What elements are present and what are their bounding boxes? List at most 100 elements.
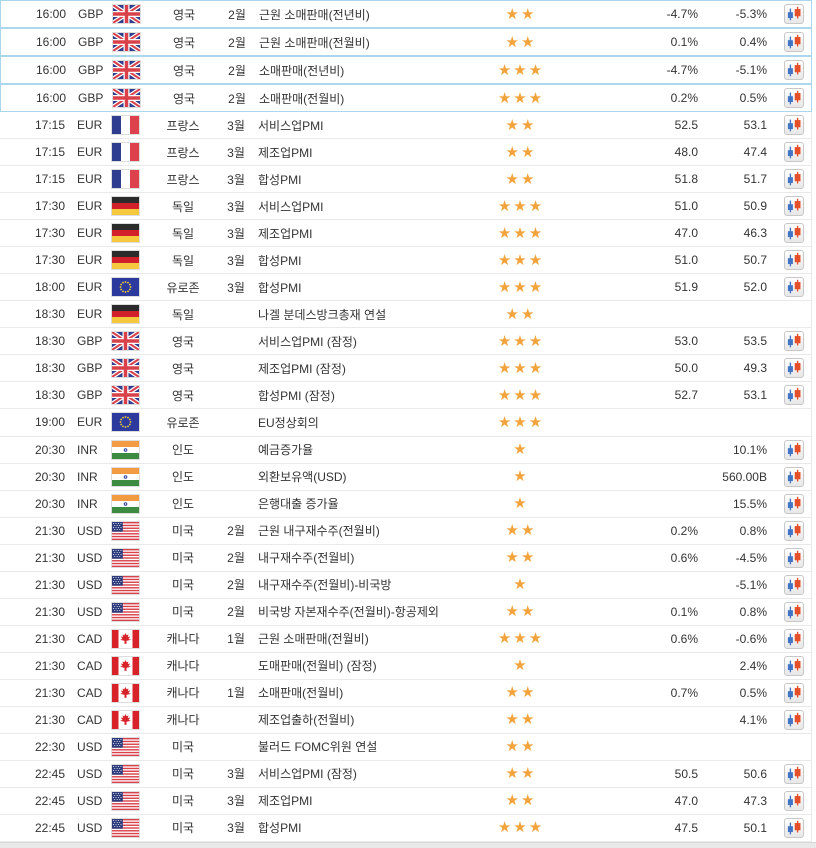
event-row[interactable]: 16:00 GBP 영국 2월 소매판매(전년비) ★★★ -4.7% -5.1… — [0, 56, 812, 85]
candlestick-chart-icon[interactable] — [784, 32, 804, 53]
event-row[interactable]: 16:00 GBP 영국 2월 근원 소매판매(전월비) ★★ 0.1% 0.4… — [0, 28, 812, 57]
event-row[interactable]: 19:00 EUR 유로존 EU정상회의 ★★★ — [0, 409, 812, 437]
event-row[interactable]: 17:30 EUR 독일 3월 제조업PMI ★★★ 47.0 46.3 — [0, 220, 812, 248]
reference-month: 2월 — [228, 91, 246, 106]
event-name[interactable]: 불러드 FOMC위원 연설 — [258, 740, 378, 755]
event-name[interactable]: 합성PMI — [258, 280, 302, 295]
event-name[interactable]: 은행대출 증가율 — [258, 497, 339, 512]
event-row[interactable]: 22:45 USD 미국 3월 제조업PMI ★★ 47.0 47.3 — [0, 787, 812, 815]
importance-stars-icon: ★★★ — [497, 630, 545, 648]
event-name[interactable]: 내구재수주(전월비)-비국방 — [258, 578, 392, 593]
candlestick-chart-icon[interactable] — [784, 60, 804, 81]
event-row[interactable]: 16:00 GBP 영국 2월 근원 소매판매(전년비) ★★ -4.7% -5… — [0, 0, 812, 29]
event-name[interactable]: 합성PMI — [258, 172, 302, 187]
candlestick-chart-icon[interactable] — [784, 763, 804, 784]
event-name[interactable]: 합성PMI — [258, 821, 302, 836]
event-row[interactable]: 18:00 EUR 유로존 3월 합성PMI ★★★ 51.9 52.0 — [0, 274, 812, 302]
event-name[interactable]: 근원 내구재수주(전월비) — [258, 524, 380, 539]
event-row[interactable]: 17:15 EUR 프랑스 3월 합성PMI ★★ 51.8 51.7 — [0, 166, 812, 194]
event-row[interactable]: 20:30 INR 인도 외환보유액(USD) ★ 560.00B — [0, 463, 812, 491]
event-name[interactable]: 근원 소매판매(전월비) — [259, 35, 370, 50]
event-name[interactable]: 예금증가율 — [258, 443, 314, 458]
candlestick-chart-icon[interactable] — [784, 790, 804, 811]
importance-stars-icon: ★ — [513, 576, 529, 594]
event-row[interactable]: 18:30 GBP 영국 서비스업PMI (잠정) ★★★ 53.0 53.5 — [0, 328, 812, 356]
event-row[interactable]: 18:30 GBP 영국 제조업PMI (잠정) ★★★ 50.0 49.3 — [0, 355, 812, 383]
event-row[interactable]: 18:30 GBP 영국 합성PMI (잠정) ★★★ 52.7 53.1 — [0, 382, 812, 410]
event-row[interactable]: 21:30 CAD 캐나다 1월 근원 소매판매(전월비) ★★★ 0.6% -… — [0, 625, 812, 653]
event-row[interactable]: 22:45 USD 미국 3월 합성PMI ★★★ 47.5 50.1 — [0, 814, 812, 842]
candlestick-chart-icon[interactable] — [784, 682, 804, 703]
event-name[interactable]: 서비스업PMI (잠정) — [258, 767, 357, 782]
event-row[interactable]: 21:30 USD 미국 2월 비국방 자본재수주(전월비)-항공제외 ★★ 0… — [0, 598, 812, 626]
event-name[interactable]: 제조업출하(전월비) — [258, 713, 355, 728]
candlestick-chart-icon[interactable] — [784, 169, 804, 190]
candlestick-chart-icon[interactable] — [784, 493, 804, 514]
candlestick-chart-icon[interactable] — [784, 250, 804, 271]
event-name[interactable]: 서비스업PMI (잠정) — [258, 334, 357, 349]
candlestick-chart-icon[interactable] — [784, 574, 804, 595]
event-name[interactable]: 도매판매(전월비) (잠정) — [258, 659, 377, 674]
candlestick-chart-icon[interactable] — [784, 817, 804, 838]
candlestick-chart-icon[interactable] — [784, 601, 804, 622]
candlestick-chart-icon[interactable] — [784, 196, 804, 217]
event-name[interactable]: 제조업PMI — [258, 794, 313, 809]
candlestick-chart-icon[interactable] — [784, 88, 804, 109]
event-name[interactable]: 내구재수주(전월비) — [258, 551, 355, 566]
forecast-value: -5.3% — [735, 7, 767, 22]
event-name[interactable]: 합성PMI — [258, 253, 302, 268]
candlestick-chart-icon[interactable] — [784, 628, 804, 649]
forecast-value: 47.4 — [743, 145, 767, 160]
candlestick-chart-icon[interactable] — [784, 4, 804, 25]
event-row[interactable]: 17:15 EUR 프랑스 3월 제조업PMI ★★ 48.0 47.4 — [0, 139, 812, 167]
candlestick-chart-icon[interactable] — [784, 223, 804, 244]
event-row[interactable]: 20:30 INR 인도 은행대출 증가율 ★ 15.5% — [0, 490, 812, 518]
in-flag-icon — [112, 467, 139, 486]
event-row[interactable]: 17:30 EUR 독일 3월 서비스업PMI ★★★ 51.0 50.9 — [0, 193, 812, 221]
event-name[interactable]: 근원 소매판매(전년비) — [259, 7, 370, 22]
candlestick-chart-icon[interactable] — [784, 466, 804, 487]
event-row[interactable]: 17:15 EUR 프랑스 3월 서비스업PMI ★★ 52.5 53.1 — [0, 112, 812, 140]
candlestick-chart-icon[interactable] — [784, 439, 804, 460]
horizontal-scrollbar[interactable] — [0, 842, 816, 848]
event-row[interactable]: 22:30 USD 미국 불러드 FOMC위원 연설 ★★ — [0, 733, 812, 761]
event-row[interactable]: 21:30 CAD 캐나다 1월 소매판매(전월비) ★★ 0.7% 0.5% — [0, 679, 812, 707]
event-time: 22:30 — [34, 739, 65, 754]
event-name[interactable]: 나겔 분데스방크총재 연설 — [258, 307, 387, 322]
event-row[interactable]: 21:30 CAD 캐나다 도매판매(전월비) (잠정) ★ 2.4% — [0, 652, 812, 680]
event-name[interactable]: 제조업PMI (잠정) — [258, 361, 346, 376]
event-name[interactable]: 소매판매(전월비) — [259, 91, 345, 106]
event-name[interactable]: 소매판매(전년비) — [259, 63, 345, 78]
candlestick-chart-icon[interactable] — [784, 385, 804, 406]
event-row[interactable]: 18:30 EUR 독일 나겔 분데스방크총재 연설 ★★ — [0, 301, 812, 329]
event-name[interactable]: 비국방 자본재수주(전월비)-항공제외 — [258, 605, 439, 620]
event-row[interactable]: 21:30 USD 미국 2월 근원 내구재수주(전월비) ★★ 0.2% 0.… — [0, 517, 812, 545]
event-row[interactable]: 21:30 CAD 캐나다 제조업출하(전월비) ★★ 4.1% — [0, 706, 812, 734]
event-name[interactable]: 합성PMI (잠정) — [258, 388, 335, 403]
event-name[interactable]: 서비스업PMI — [258, 199, 324, 214]
event-row[interactable]: 16:00 GBP 영국 2월 소매판매(전월비) ★★★ 0.2% 0.5% — [0, 84, 812, 113]
candlestick-chart-icon[interactable] — [784, 115, 804, 136]
candlestick-chart-icon[interactable] — [784, 655, 804, 676]
candlestick-chart-icon[interactable] — [784, 520, 804, 541]
event-row[interactable]: 21:30 USD 미국 2월 내구재수주(전월비) ★★ 0.6% -4.5% — [0, 544, 812, 572]
event-row[interactable]: 17:30 EUR 독일 3월 합성PMI ★★★ 51.0 50.7 — [0, 247, 812, 275]
candlestick-chart-icon[interactable] — [784, 331, 804, 352]
de-flag-icon — [112, 251, 139, 270]
candlestick-chart-icon[interactable] — [784, 142, 804, 163]
candlestick-chart-icon[interactable] — [784, 709, 804, 730]
event-name[interactable]: EU정상회의 — [258, 415, 319, 430]
candlestick-chart-icon[interactable] — [784, 547, 804, 568]
importance-stars-icon: ★★ — [505, 143, 537, 161]
event-row[interactable]: 20:30 INR 인도 예금증가율 ★ 10.1% — [0, 436, 812, 464]
event-name[interactable]: 제조업PMI — [258, 226, 313, 241]
event-name[interactable]: 근원 소매판매(전월비) — [258, 632, 369, 647]
event-name[interactable]: 서비스업PMI — [258, 118, 324, 133]
candlestick-chart-icon[interactable] — [784, 277, 804, 298]
event-row[interactable]: 22:45 USD 미국 3월 서비스업PMI (잠정) ★★ 50.5 50.… — [0, 760, 812, 788]
event-name[interactable]: 소매판매(전월비) — [258, 686, 344, 701]
event-name[interactable]: 외환보유액(USD) — [258, 470, 347, 485]
event-row[interactable]: 21:30 USD 미국 2월 내구재수주(전월비)-비국방 ★ -5.1% — [0, 571, 812, 599]
event-name[interactable]: 제조업PMI — [258, 145, 313, 160]
candlestick-chart-icon[interactable] — [784, 358, 804, 379]
